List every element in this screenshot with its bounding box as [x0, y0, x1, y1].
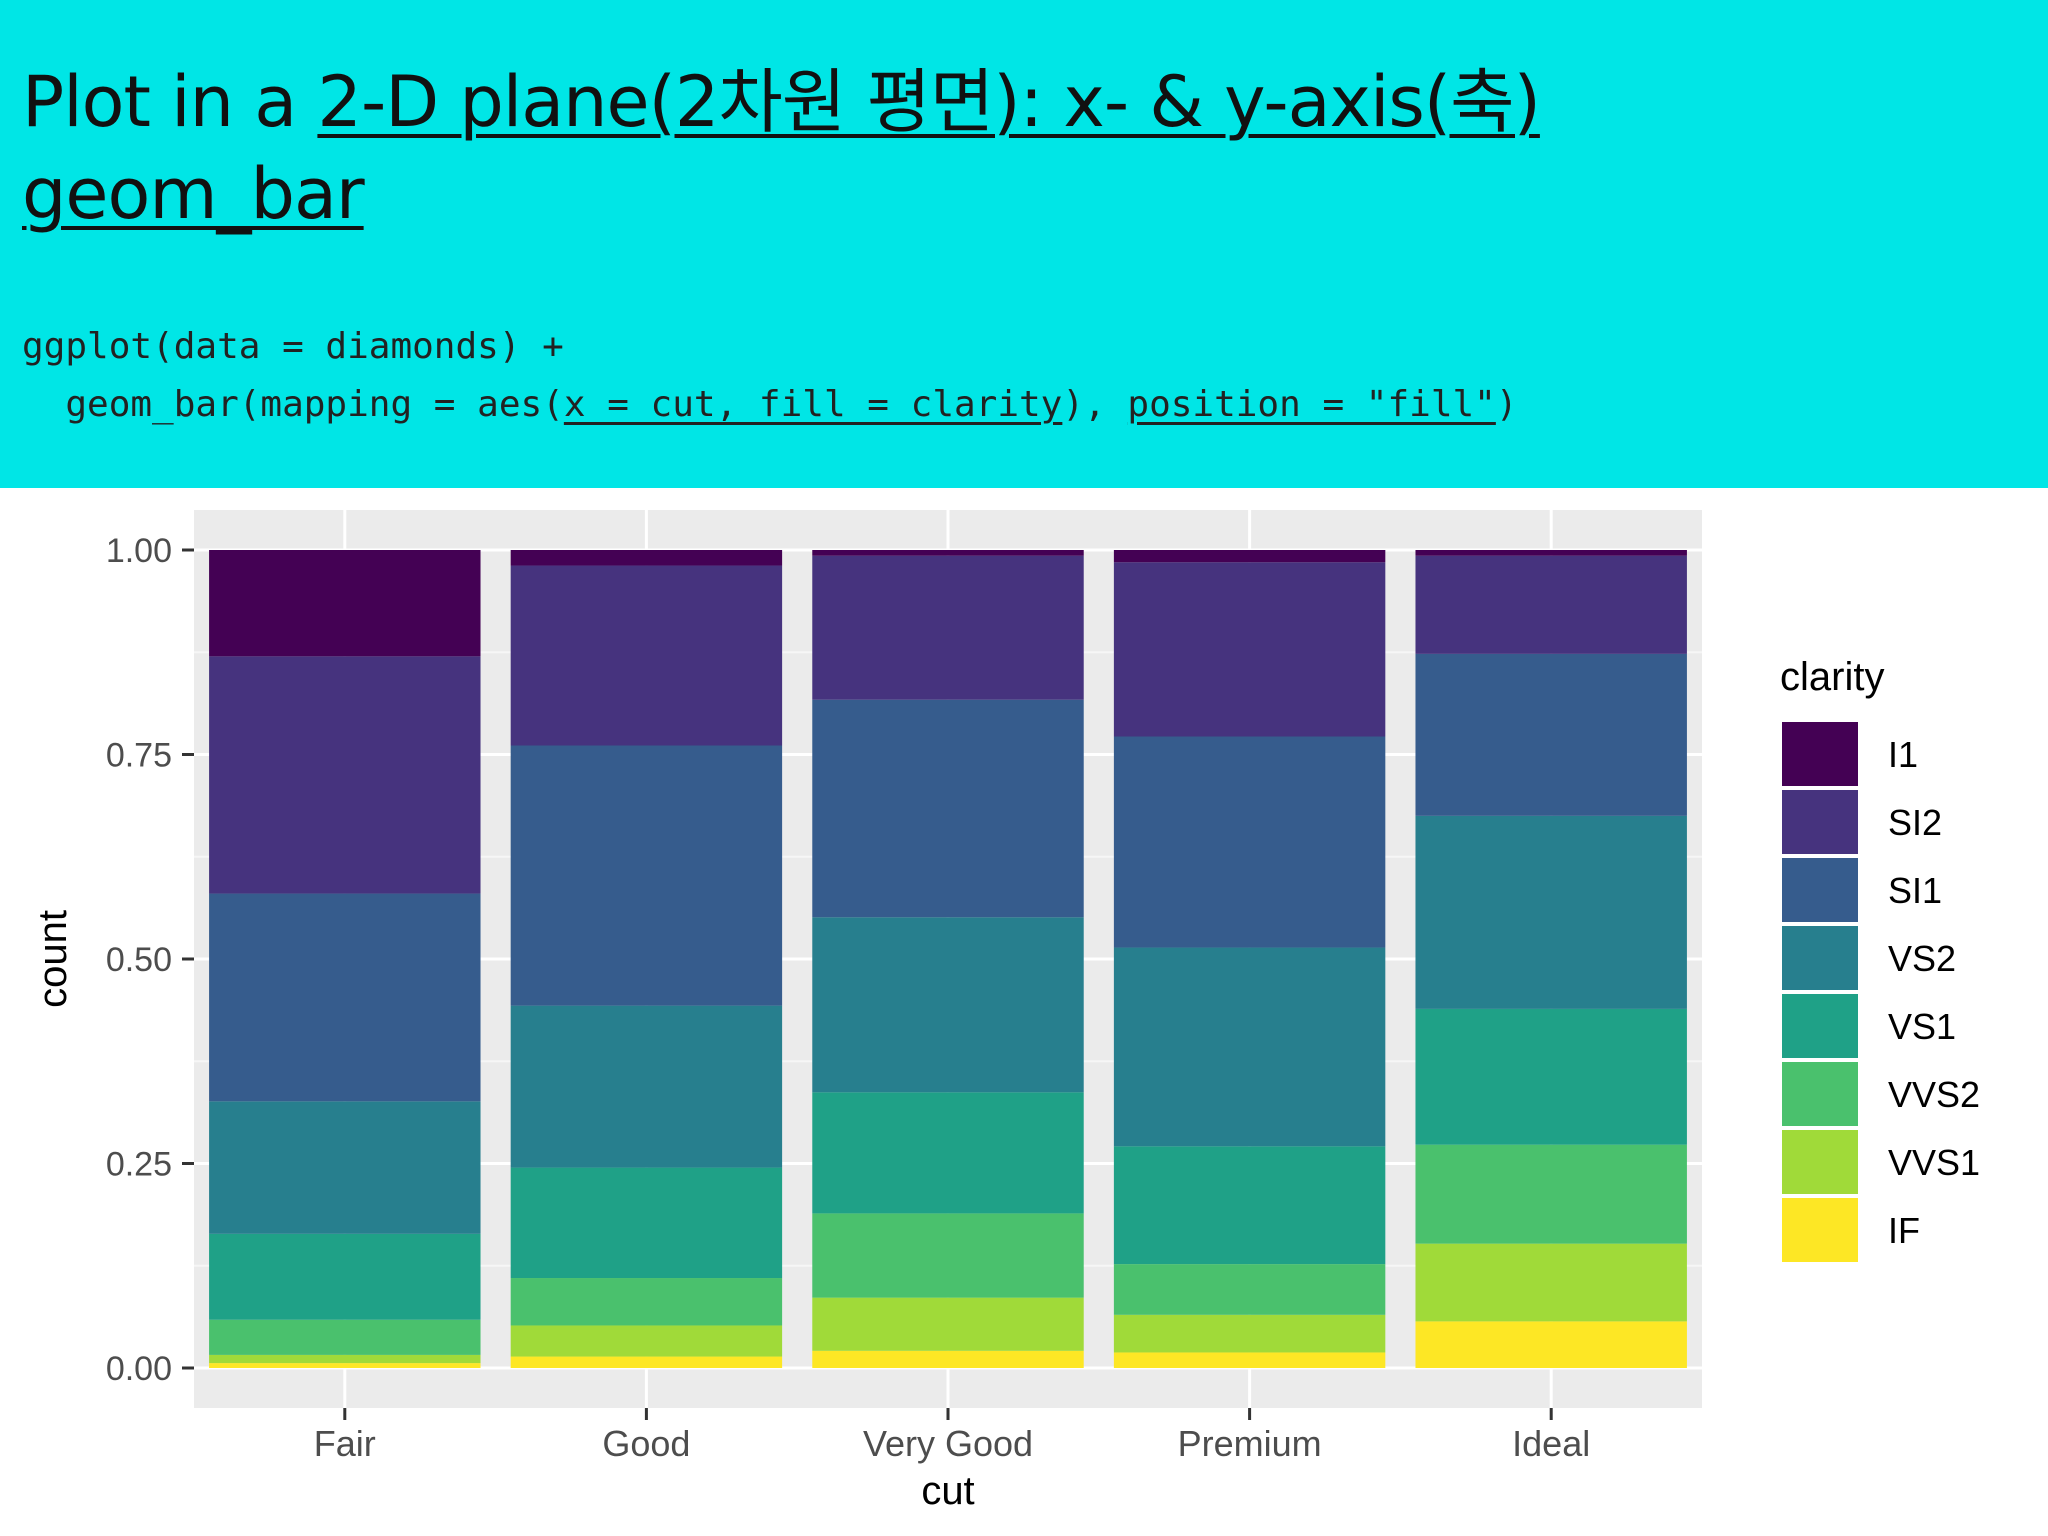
- bar-segment-vvs2-premium: [1113, 1264, 1386, 1315]
- legend-label-vvs2: VVS2: [1888, 1074, 1980, 1115]
- y-tick-label: 0.25: [106, 1146, 172, 1184]
- bar-segment-vvs1-premium: [1113, 1314, 1386, 1353]
- x-tick-label: Ideal: [1512, 1423, 1590, 1464]
- bar-segment-vvs1-good: [510, 1325, 783, 1357]
- code-line2-b: x = cut, fill = clarity: [563, 384, 1063, 425]
- legend-label-if: IF: [1888, 1210, 1920, 1251]
- x-tick-label: Premium: [1178, 1423, 1322, 1464]
- title-banner: [0, 0, 2048, 488]
- title-underlined: 2-D plane(2차원 평면): x- & y-axis(축): [317, 61, 1540, 143]
- legend-label-si2: SI2: [1888, 802, 1942, 843]
- code-line1: ggplot(data = diamonds) +: [22, 326, 564, 367]
- x-axis-label: cut: [921, 1469, 974, 1513]
- bar-segment-si1-premium: [1113, 736, 1386, 948]
- bar-segment-if-fair: [209, 1363, 481, 1368]
- code-line2-e: ): [1495, 384, 1518, 425]
- bar-segment-vvs2-good: [510, 1278, 783, 1326]
- y-axis-label: count: [31, 910, 75, 1008]
- title-line2: geom_bar: [22, 153, 365, 235]
- bar-segment-vvs2-very-good: [812, 1213, 1084, 1298]
- bar-segment-if-premium: [1113, 1352, 1386, 1368]
- legend-label-vs2: VS2: [1888, 938, 1956, 979]
- bar-segment-i1-premium: [1113, 550, 1386, 563]
- legend-key-if: [1782, 1198, 1858, 1262]
- x-tick-label: Fair: [314, 1423, 376, 1464]
- bar-segment-si2-ideal: [1415, 555, 1687, 654]
- legend-key-si1: [1782, 858, 1858, 922]
- y-axis: 0.00 0.25 0.50 0.75 1.00: [106, 532, 194, 1388]
- bar-segment-vs1-very-good: [812, 1092, 1084, 1214]
- bar-segment-i1-ideal: [1415, 550, 1687, 556]
- stacked-bar-chart: 0.00 0.25 0.50 0.75 1.00 Fair Good Very Good Pr…: [31, 510, 1980, 1513]
- bar-segment-vs1-premium: [1113, 1146, 1386, 1265]
- legend-key-vs1: [1782, 994, 1858, 1058]
- bar-segment-si1-very-good: [812, 699, 1084, 918]
- x-tick-label: Very Good: [863, 1423, 1033, 1464]
- y-tick-label: 1.00: [106, 532, 172, 570]
- code-line2-c: ),: [1062, 384, 1128, 425]
- bars: [209, 550, 1687, 1368]
- legend-key-vvs1: [1782, 1130, 1858, 1194]
- y-tick-label: 0.50: [106, 941, 172, 979]
- bar-segment-vvs1-very-good: [812, 1297, 1084, 1351]
- bar-segment-vvs2-ideal: [1415, 1144, 1687, 1244]
- bar-segment-if-ideal: [1415, 1321, 1687, 1368]
- bar-segment-vs2-premium: [1113, 947, 1386, 1147]
- bar-segment-i1-good: [510, 550, 783, 566]
- bar-segment-vvs2-fair: [209, 1319, 481, 1355]
- bar-segment-vs1-fair: [209, 1233, 481, 1320]
- bar-segment-vvs1-fair: [209, 1354, 481, 1364]
- bar-segment-vs2-very-good: [812, 917, 1084, 1093]
- code-line2-d: position = "fill": [1127, 384, 1496, 425]
- legend-key-vvs2: [1782, 1062, 1858, 1126]
- bar-segment-vs2-fair: [209, 1101, 481, 1234]
- bar-segment-si2-good: [510, 565, 783, 746]
- bar-segment-si1-ideal: [1415, 653, 1687, 816]
- code-snippet: ggplot(data = diamonds) + geom_bar(mappi…: [22, 318, 1518, 434]
- slide-title: Plot in a 2-D plane(2차원 평면): x- & y-axis…: [22, 56, 1541, 240]
- legend-key-i1: [1782, 722, 1858, 786]
- x-axis: Fair Good Very Good Premium Ideal: [314, 1408, 1590, 1464]
- bar-segment-vs1-ideal: [1415, 1008, 1687, 1145]
- bar-segment-vs1-good: [510, 1167, 783, 1279]
- bar-segment-i1-fair: [209, 550, 481, 657]
- bar-segment-si1-good: [510, 745, 783, 1006]
- code-line2-a: geom_bar(mapping = aes(: [22, 384, 564, 425]
- bar-segment-vs2-good: [510, 1005, 783, 1168]
- y-tick-label: 0.75: [106, 737, 172, 775]
- bar-segment-si2-very-good: [812, 555, 1084, 700]
- title-prefix: Plot in a: [22, 61, 318, 143]
- bar-segment-si1-fair: [209, 893, 481, 1102]
- legend: clarity I1 SI2 SI1 VS2 VS1 VVS2 VVS1 IF: [1780, 655, 1980, 1262]
- y-tick-label: 0.00: [106, 1350, 172, 1388]
- bar-segment-i1-very-good: [812, 550, 1084, 556]
- legend-key-vs2: [1782, 926, 1858, 990]
- bar-segment-vs2-ideal: [1415, 815, 1687, 1009]
- x-tick-label: Good: [602, 1423, 690, 1464]
- legend-label-i1: I1: [1888, 734, 1918, 775]
- bar-segment-if-good: [510, 1356, 783, 1368]
- bar-segment-si2-premium: [1113, 562, 1386, 737]
- bar-segment-if-very-good: [812, 1350, 1084, 1368]
- bar-segment-vvs1-ideal: [1415, 1243, 1687, 1322]
- legend-label-si1: SI1: [1888, 870, 1942, 911]
- legend-label-vs1: VS1: [1888, 1006, 1956, 1047]
- legend-label-vvs1: VVS1: [1888, 1142, 1980, 1183]
- legend-title: clarity: [1780, 655, 1884, 699]
- bar-segment-si2-fair: [209, 656, 481, 894]
- legend-key-si2: [1782, 790, 1858, 854]
